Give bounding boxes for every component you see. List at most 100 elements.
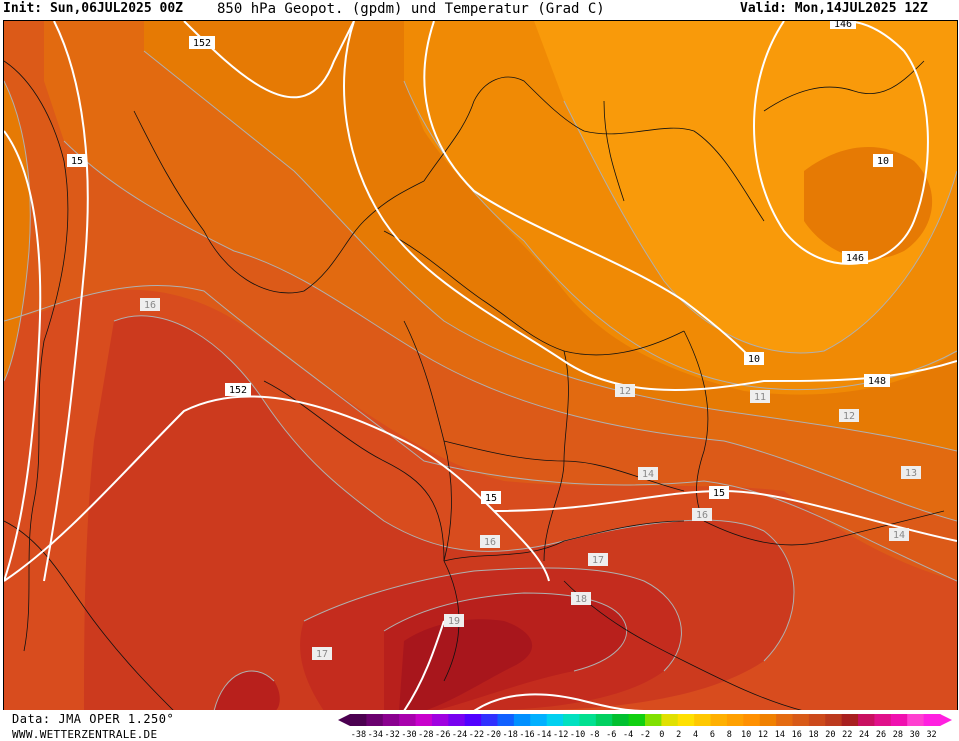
website-credit: WWW.WETTERZENTRALE.DE xyxy=(12,728,158,741)
label-temp-17b: 17 xyxy=(312,647,332,660)
legend-swatch xyxy=(431,714,449,726)
valid-time: Valid: Mon,14JUL2025 12Z xyxy=(740,1,928,16)
legend-tick-label: -28 xyxy=(418,730,433,740)
legend-swatch xyxy=(759,714,777,726)
label-temp-14a: 14 xyxy=(638,467,658,480)
legend-swatch xyxy=(907,714,925,726)
legend-tick-label: -16 xyxy=(519,730,534,740)
legend-swatch xyxy=(366,714,384,726)
legend-tick-label: 30 xyxy=(910,730,920,740)
legend-tick-label: -10 xyxy=(570,730,585,740)
svg-text:13: 13 xyxy=(905,468,917,479)
svg-text:15: 15 xyxy=(485,493,497,504)
legend-swatch xyxy=(497,714,515,726)
legend-tick-label: 10 xyxy=(741,730,751,740)
label-geopot-152-mid: 152 xyxy=(225,383,251,396)
legend-swatch xyxy=(776,714,793,726)
legend-swatch xyxy=(661,714,679,726)
legend-tick-label: -14 xyxy=(536,730,551,740)
legend-swatch xyxy=(825,714,843,726)
legend-swatch xyxy=(694,714,712,726)
legend-swatch xyxy=(808,714,826,726)
label-geopot-15b: 15 xyxy=(709,486,729,499)
label-geopot-148: 148 xyxy=(864,374,890,387)
label-temp-11: 11 xyxy=(750,390,770,403)
label-temp-12a: 12 xyxy=(615,384,635,397)
temp-zone-10-cool xyxy=(804,147,933,260)
temp-zone-19 xyxy=(399,619,533,711)
svg-text:146: 146 xyxy=(834,21,852,30)
legend-tick-label: 16 xyxy=(792,730,802,740)
svg-text:15: 15 xyxy=(713,488,725,499)
map-canvas: 152 146 10 146 10 148 152 15 15 15 16 12… xyxy=(4,21,957,711)
label-temp-19: 19 xyxy=(444,614,464,627)
svg-text:17: 17 xyxy=(316,649,328,660)
legend-tick-label: 32 xyxy=(926,730,936,740)
label-temp-12b: 12 xyxy=(839,409,859,422)
legend-tick-label: -34 xyxy=(368,730,383,740)
svg-text:12: 12 xyxy=(619,386,631,397)
label-temp-14b: 14 xyxy=(889,528,909,541)
label-temp-16: 16 xyxy=(140,298,160,311)
temp-zone-16-sw xyxy=(214,671,280,711)
legend-tick-label: 4 xyxy=(693,730,698,740)
legend-tick-label: -4 xyxy=(623,730,633,740)
legend-swatch xyxy=(382,714,400,726)
legend-tick-label: -12 xyxy=(553,730,568,740)
legend-swatch xyxy=(743,714,761,726)
legend-swatch xyxy=(923,714,941,726)
label-temp-13: 13 xyxy=(901,466,921,479)
weather-map[interactable]: 152 146 10 146 10 148 152 15 15 15 16 12… xyxy=(3,20,958,712)
legend-swatch xyxy=(415,714,433,726)
legend-tick-label: -6 xyxy=(606,730,616,740)
legend-tick-label: 8 xyxy=(727,730,732,740)
legend-tick-label: 6 xyxy=(710,730,715,740)
label-temp-10b: 10 xyxy=(744,352,764,365)
legend-swatch xyxy=(874,714,892,726)
geopotential-contours xyxy=(4,21,957,711)
legend-tick-label: -26 xyxy=(435,730,450,740)
legend-tick-label: -32 xyxy=(384,730,399,740)
svg-text:16: 16 xyxy=(144,300,156,311)
legend-swatch xyxy=(858,714,875,726)
legend-swatch xyxy=(513,714,531,726)
legend-swatch xyxy=(399,714,417,726)
legend-tick-label: -18 xyxy=(502,730,517,740)
legend-tick-label: 12 xyxy=(758,730,768,740)
legend-swatch xyxy=(628,714,646,726)
svg-text:12: 12 xyxy=(843,411,855,422)
svg-text:17: 17 xyxy=(592,555,604,566)
svg-text:152: 152 xyxy=(193,38,211,49)
svg-text:148: 148 xyxy=(868,376,886,387)
legend-tick-label: 28 xyxy=(893,730,903,740)
label-geopot-146: 146 xyxy=(842,251,868,264)
legend-swatch xyxy=(579,714,597,726)
svg-text:10: 10 xyxy=(877,156,889,167)
legend-tick-label: -38 xyxy=(351,730,366,740)
legend-tick-label: 24 xyxy=(859,730,869,740)
label-temp-15: 15 xyxy=(67,154,87,167)
label-temp-16b: 16 xyxy=(480,535,500,548)
svg-text:16: 16 xyxy=(696,510,708,521)
label-temp-10: 10 xyxy=(873,154,893,167)
label-temp-17a: 17 xyxy=(588,553,608,566)
svg-text:15: 15 xyxy=(71,156,83,167)
svg-text:11: 11 xyxy=(754,392,766,403)
legend-tick-label: 0 xyxy=(659,730,664,740)
legend-arrow-left xyxy=(338,714,350,726)
legend-swatch xyxy=(612,714,630,726)
legend-swatch xyxy=(645,714,662,726)
legend-swatch xyxy=(677,714,695,726)
contour-labels: 152 146 10 146 10 148 152 15 15 15 16 12… xyxy=(67,21,921,660)
legend-tick-label: -30 xyxy=(401,730,416,740)
svg-text:18: 18 xyxy=(575,594,587,605)
svg-text:19: 19 xyxy=(448,616,460,627)
legend-tick-label: 18 xyxy=(808,730,818,740)
legend-swatch xyxy=(481,714,498,726)
map-title: 850 hPa Geopot. (gpdm) und Temperatur (G… xyxy=(217,1,605,17)
legend-swatch xyxy=(890,714,908,726)
legend-swatch xyxy=(792,714,810,726)
legend-swatch xyxy=(726,714,744,726)
svg-text:16: 16 xyxy=(484,537,496,548)
map-footer: Data: JMA OPER 1.250° WWW.WETTERZENTRALE… xyxy=(0,710,959,741)
